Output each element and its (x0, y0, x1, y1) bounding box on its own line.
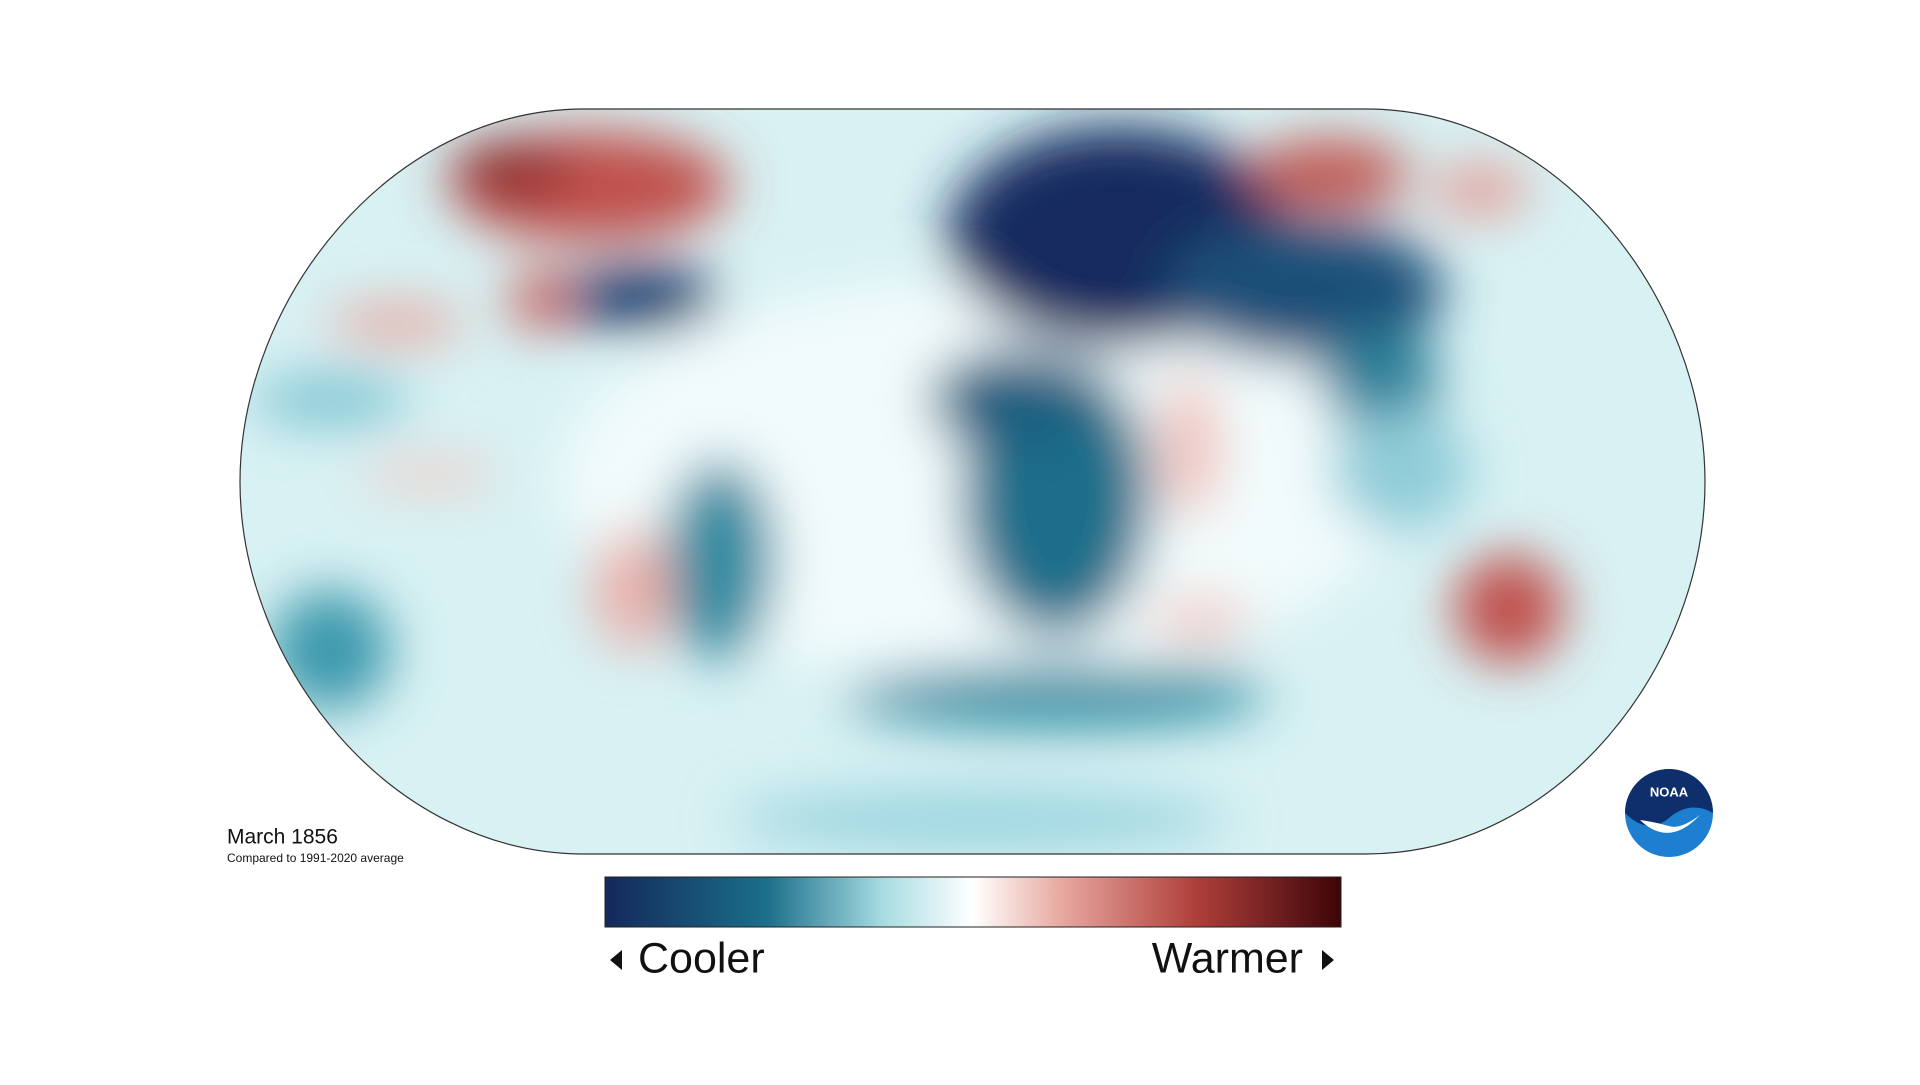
legend-low-label: Cooler (638, 934, 765, 982)
map-outline (239, 108, 1706, 855)
arrow-left (610, 950, 622, 970)
noaa-logo: NOAA (1625, 769, 1713, 857)
color-scale (604, 876, 1342, 928)
map-subtitle: Compared to 1991-2020 average (227, 851, 404, 865)
logo-text: NOAA (1650, 784, 1689, 799)
map-title: March 1856 (227, 826, 338, 849)
map-field (240, 109, 1705, 854)
arrow-right (1322, 950, 1334, 970)
legend-high-label: Warmer (1152, 934, 1303, 982)
